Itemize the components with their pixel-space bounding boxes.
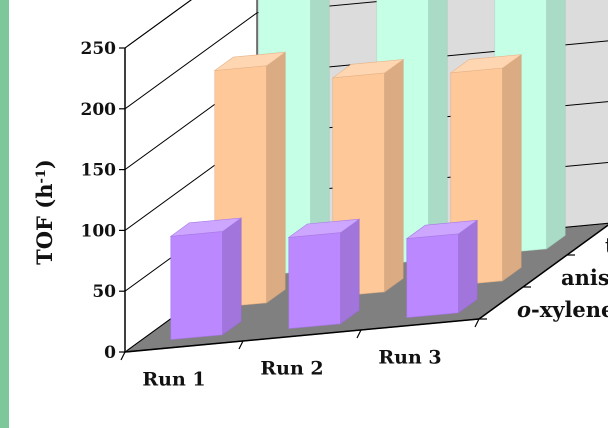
bar bbox=[405, 219, 479, 318]
bar-side bbox=[546, 0, 566, 250]
series-label-text: toluene bbox=[605, 233, 608, 258]
y-tick-label: 100 bbox=[81, 221, 117, 241]
left-border bbox=[0, 0, 9, 428]
depth-axis-line bbox=[478, 224, 608, 320]
bar-front bbox=[406, 233, 460, 318]
y-tick-label: 0 bbox=[104, 343, 116, 363]
y-tick-label: 250 bbox=[81, 39, 117, 59]
series-label: anisole bbox=[561, 265, 608, 290]
y-axis-label-main: TOF (h bbox=[32, 184, 57, 265]
series-label: toluene bbox=[605, 233, 608, 258]
bar-side bbox=[458, 219, 478, 314]
gridline bbox=[124, 0, 400, 110]
y-tick-labels: 0 50 100 150 200 250 bbox=[81, 39, 117, 363]
category-label: Run 2 bbox=[260, 358, 323, 380]
series-labels: o-xylene anisole toluene bbox=[517, 233, 608, 322]
axes bbox=[119, 47, 608, 361]
bar-front bbox=[288, 232, 342, 329]
x-axis-line bbox=[124, 318, 480, 353]
series-label-text: -xylene bbox=[531, 297, 608, 322]
y-axis-label: TOF (h-1) bbox=[32, 159, 57, 265]
bar-top bbox=[169, 217, 243, 237]
bar-top bbox=[213, 51, 287, 71]
bar-side bbox=[266, 51, 286, 304]
category-label: Run 3 bbox=[378, 347, 441, 369]
series-label-italic: o bbox=[517, 297, 531, 322]
bar-side bbox=[340, 218, 360, 325]
y-tick-label: 150 bbox=[81, 161, 117, 181]
bar-side bbox=[222, 217, 242, 336]
bar-top bbox=[405, 219, 479, 239]
y-axis-label-close: ) bbox=[32, 159, 57, 169]
bar-side bbox=[502, 54, 522, 282]
bar-front bbox=[170, 231, 223, 340]
x-tick bbox=[238, 340, 244, 350]
bars bbox=[169, 0, 566, 340]
bar-side bbox=[384, 58, 404, 293]
bar-top bbox=[449, 54, 523, 74]
gridline bbox=[124, 0, 192, 49]
bar-top bbox=[331, 59, 405, 79]
bar bbox=[287, 218, 361, 329]
x-tick bbox=[356, 329, 362, 339]
bar bbox=[169, 217, 243, 340]
category-labels: Run 1 Run 2 Run 3 bbox=[142, 347, 441, 391]
x-tick bbox=[120, 351, 126, 361]
y-tick-label: 50 bbox=[92, 282, 116, 302]
y-axis-label-sup: -1 bbox=[34, 169, 49, 183]
y-tick-label: 200 bbox=[81, 100, 117, 120]
bar-side bbox=[428, 0, 448, 261]
x-tick bbox=[474, 318, 480, 328]
bar-top bbox=[287, 218, 361, 238]
series-label: o-xylene bbox=[517, 297, 608, 322]
series-label-text: anisole bbox=[561, 265, 608, 290]
category-label: Run 1 bbox=[142, 369, 205, 391]
